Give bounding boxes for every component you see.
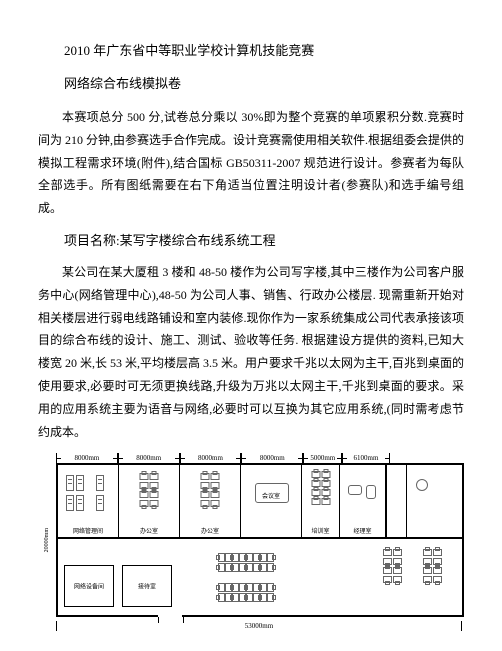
paper-subtitle: 网络综合布线模拟卷 [38,73,464,92]
room-reception: 接待室 [122,565,172,607]
dim-cell: 8000mm [56,453,118,463]
room-manager: 经理室 [340,465,386,537]
dim-cell: 8000mm [118,453,180,463]
room-training: 培训室 [302,465,340,537]
room-end [386,465,462,537]
floorplan-box: 网络管理间 办公室 [56,463,464,617]
room-office-1: 办公室 [119,465,180,537]
paragraph-body: 某公司在某大厦租 3 楼和 48-50 楼作为公司写字楼,其中三楼作为公司客户服… [38,261,464,443]
dim-cell: 8000mm [241,453,303,463]
dim-cell: 8000mm [180,453,242,463]
dimensions-top: 8000mm 8000mm 8000mm 8000mm 5000mm 6100m… [56,453,464,463]
room-meeting: 会议室 [241,465,302,537]
dim-cell: 6100mm [342,453,389,463]
dim-cell: 5000mm [303,453,342,463]
project-name: 项目名称:某写字楼综合布线系统工程 [38,230,464,249]
room-network: 网络管理间 [58,465,119,537]
room-equipment: 网络设备间 [64,565,114,607]
dimension-bottom: 53000mm [56,621,462,631]
paragraph-intro: 本赛项总分 500 分,试卷总分乘以 30%即为整个竞赛的单项累积分数.竞赛时间… [38,106,464,220]
competition-title: 2010 年广东省中等职业学校计算机技能竞赛 [38,40,464,59]
dimension-left: 20000mm [38,463,56,617]
lower-area: 网络设备间 接待室 [58,539,462,615]
upper-rooms-row: 网络管理间 办公室 [58,465,462,539]
room-office-2: 办公室 [180,465,241,537]
floorplan-diagram: 8000mm 8000mm 8000mm 8000mm 5000mm 6100m… [38,453,464,631]
